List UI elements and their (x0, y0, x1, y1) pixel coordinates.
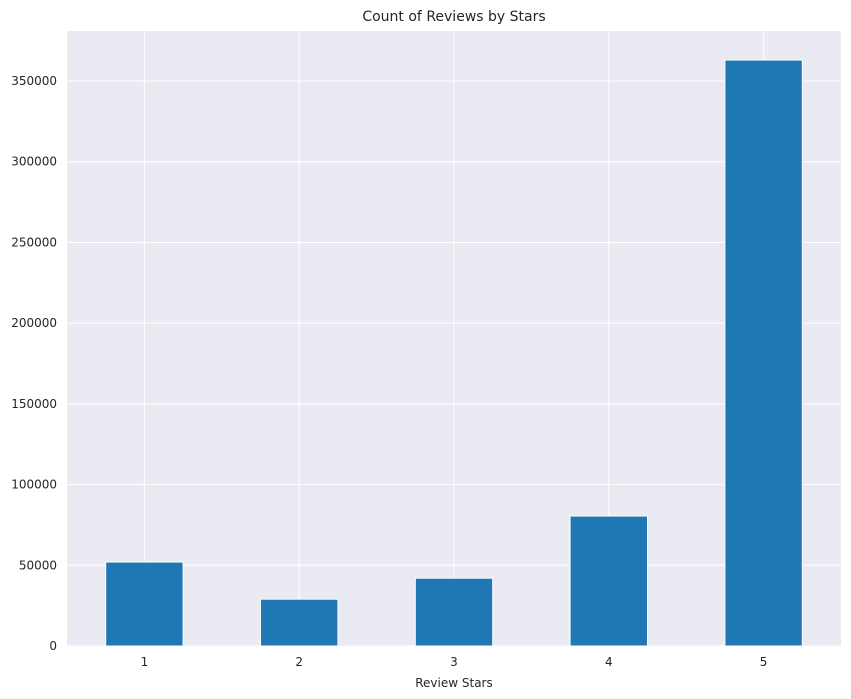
x-tick-label: 5 (760, 655, 768, 669)
y-tick-label: 350000 (11, 74, 57, 88)
y-tick-label: 100000 (11, 478, 57, 492)
x-tick-label: 3 (450, 655, 458, 669)
x-tick-label: 4 (605, 655, 613, 669)
bar-4 (569, 515, 648, 647)
y-tick-label: 200000 (11, 316, 57, 330)
x-tick-label: 1 (141, 655, 149, 669)
y-axis-ticks: 0 50000 100000 150000 200000 250000 300000 3500… (11, 74, 57, 653)
bars (105, 59, 803, 647)
y-tick-label: 50000 (19, 558, 57, 572)
y-tick-label: 150000 (11, 397, 57, 411)
y-tick-label: 300000 (11, 155, 57, 169)
y-tick-label: 0 (49, 639, 57, 653)
bar-2 (260, 598, 339, 647)
grid-lines (67, 31, 841, 647)
x-axis-label: Review Stars (415, 676, 493, 690)
bar-3 (414, 577, 494, 647)
x-tick-label: 2 (295, 655, 303, 669)
bar-1 (105, 561, 184, 647)
bar-5 (724, 59, 803, 647)
chart-title: Count of Reviews by Stars (362, 9, 545, 25)
x-axis-ticks: 1 2 3 4 5 (141, 655, 768, 669)
y-tick-label: 250000 (11, 235, 57, 249)
